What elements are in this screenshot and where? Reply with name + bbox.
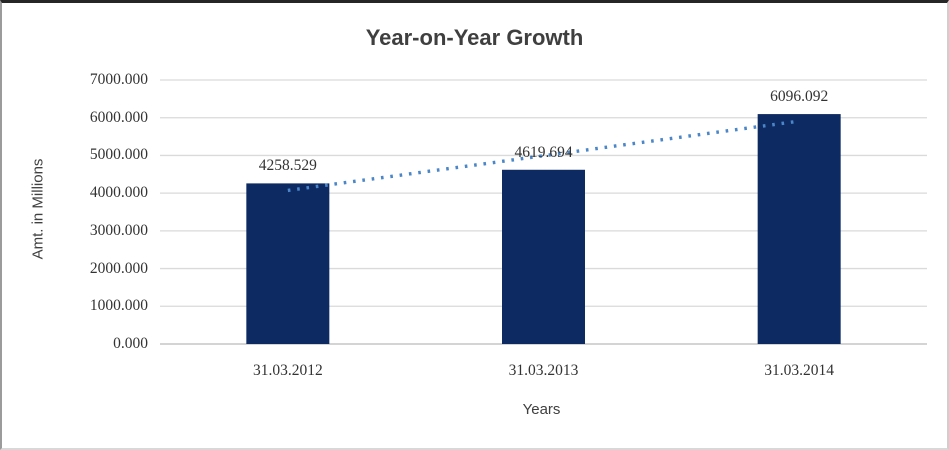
bar-31.03.2013 bbox=[502, 169, 585, 344]
chart-title: Year-on-Year Growth bbox=[365, 25, 584, 50]
x-axis-title: Years bbox=[522, 401, 561, 418]
chart-plot-area bbox=[160, 79, 927, 345]
trendline bbox=[287, 119, 800, 193]
bar-31.03.2012 bbox=[246, 183, 330, 344]
bar-31.03.2014 bbox=[757, 114, 841, 345]
